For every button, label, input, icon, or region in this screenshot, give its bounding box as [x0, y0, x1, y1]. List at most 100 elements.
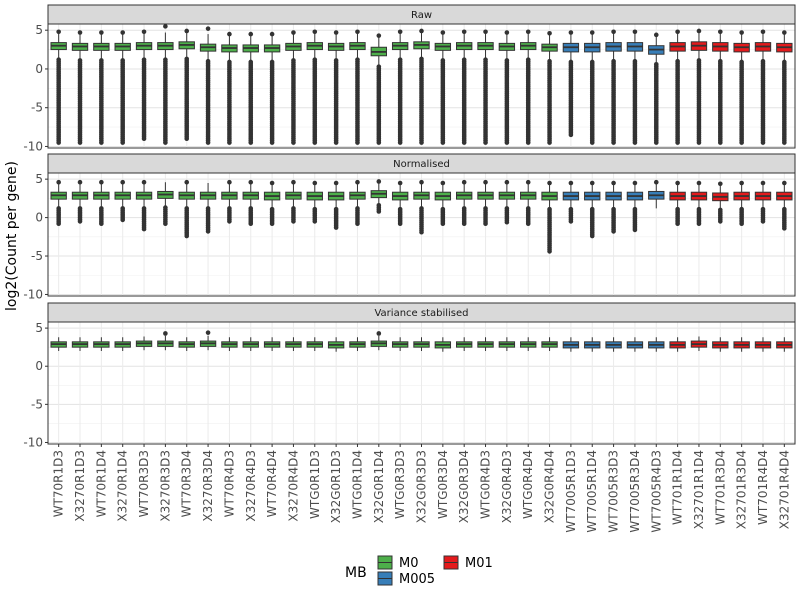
box-WTG0R4D4 — [520, 179, 537, 227]
outlier-point — [739, 30, 744, 35]
outlier-point — [376, 331, 382, 336]
x-tick-label: WT701R4D4 — [756, 450, 770, 525]
outlier-point — [333, 30, 339, 35]
box-WT7005R4D3 — [648, 337, 665, 352]
box-X32701R3D4 — [733, 30, 750, 145]
outlier-point — [77, 30, 83, 35]
outlier-point — [77, 140, 83, 145]
box-X32G0R4D3 — [498, 179, 516, 225]
box-WT7005R4D3 — [648, 179, 665, 209]
outlier-point — [760, 140, 766, 145]
outlier-point — [611, 229, 616, 234]
box-WT70R4D3 — [221, 31, 238, 145]
box-X32701R4D4 — [776, 180, 793, 231]
box-X32G0R3D4 — [456, 179, 473, 227]
box-X32G0R3D4 — [456, 337, 473, 351]
legend-label: M005 — [399, 572, 435, 587]
outlier-point — [782, 180, 787, 186]
outlier-point — [205, 330, 211, 335]
box-WT701R4D4 — [754, 180, 772, 224]
outlier-point — [440, 180, 446, 186]
y-tick-label: 5 — [35, 23, 43, 37]
outlier-point — [205, 229, 211, 234]
outlier-point — [504, 179, 510, 185]
outlier-point — [227, 219, 232, 224]
box-X3270R3D4 — [199, 26, 217, 145]
outlier-point — [440, 140, 446, 145]
x-tick-label: WTG0R3D4 — [436, 450, 450, 519]
box-WTG0R3D4 — [434, 180, 452, 227]
y-tick-label: -10 — [23, 435, 43, 449]
outlier-point — [568, 132, 574, 138]
outlier-point — [568, 219, 574, 224]
box-WT70R1D3 — [50, 179, 67, 227]
outlier-point — [248, 179, 254, 185]
legend-label: M01 — [465, 556, 493, 571]
outlier-point — [718, 219, 723, 224]
outlier-point — [461, 140, 467, 145]
box-WT701R3D4 — [712, 337, 729, 352]
y-axis-label: log2(Count per gene) — [4, 161, 20, 311]
box-WT7005R3D4 — [626, 337, 644, 352]
outlier-point — [611, 180, 616, 186]
outlier-point — [163, 140, 168, 145]
box-X32G0R4D3 — [498, 337, 516, 351]
x-tick-label: WT70R3D4 — [180, 450, 194, 517]
outlier-point — [589, 140, 595, 145]
x-tick-label: X3270R3D3 — [158, 450, 172, 522]
outlier-point — [419, 179, 424, 185]
panel-title: Variance stabilised — [374, 308, 468, 319]
outlier-point — [632, 29, 638, 35]
outlier-point — [504, 219, 510, 225]
box-X3270R4D4 — [285, 179, 302, 224]
outlier-point — [419, 229, 424, 235]
box-WT7005R3D3 — [605, 337, 622, 352]
x-tick-label: WT70R4D3 — [222, 450, 236, 517]
x-tick-label: X32701R1D4 — [692, 450, 706, 529]
outlier-point — [461, 29, 467, 35]
box-X3270R3D3 — [157, 182, 174, 227]
box-WTG0R3D4 — [434, 337, 452, 352]
outlier-point — [739, 140, 744, 145]
box-WT70R4D4 — [263, 31, 281, 145]
outlier-point — [419, 140, 424, 145]
y-tick-label: 5 — [35, 172, 43, 186]
outlier-point — [611, 140, 616, 145]
box-WTG0R3D3 — [391, 180, 409, 227]
outlier-point — [120, 217, 125, 223]
outlier-point — [248, 221, 254, 227]
box-X32701R4D4 — [776, 337, 793, 352]
box-WT70R3D3 — [135, 179, 153, 232]
box-X32701R3D4 — [733, 180, 750, 227]
outlier-point — [120, 140, 125, 145]
box-WT70R4D3 — [221, 337, 238, 351]
box-X3270R4D3 — [242, 31, 259, 145]
box-X32701R3D4 — [733, 337, 750, 352]
box-X3270R1D4 — [114, 179, 131, 223]
x-tick-label: X3270R4D3 — [244, 450, 258, 522]
outlier-point — [99, 179, 104, 185]
box-WT7005R1D3 — [562, 180, 580, 224]
outlier-point — [269, 31, 275, 37]
outlier-point — [227, 31, 232, 37]
box-X3270R3D3 — [157, 24, 174, 145]
box-X32701R1D4 — [690, 336, 708, 351]
box-X32701R4D4 — [776, 30, 793, 145]
x-tick-label: WTG0R1D3 — [308, 450, 322, 519]
panel-0: Raw 5 0 -5 -10 — [23, 4, 796, 153]
box-WT701R1D4 — [669, 337, 686, 352]
panel-border — [47, 172, 796, 297]
outlier-point — [696, 180, 702, 186]
box-WT70R3D4 — [178, 28, 195, 141]
x-tick-label: X32G0R4D4 — [543, 450, 557, 523]
box-X32G0R1D4 — [370, 33, 387, 145]
outlier-point — [440, 221, 446, 227]
outlier-point — [120, 179, 125, 185]
box-X32G0R1D4 — [370, 331, 387, 351]
outlier-point — [99, 30, 104, 35]
x-tick-label: X3270R1D3 — [73, 450, 87, 522]
outlier-point — [376, 140, 382, 145]
box-WT70R1D3 — [50, 29, 67, 145]
outlier-point — [141, 136, 147, 141]
x-tick-label: WT70R1D4 — [94, 450, 108, 517]
